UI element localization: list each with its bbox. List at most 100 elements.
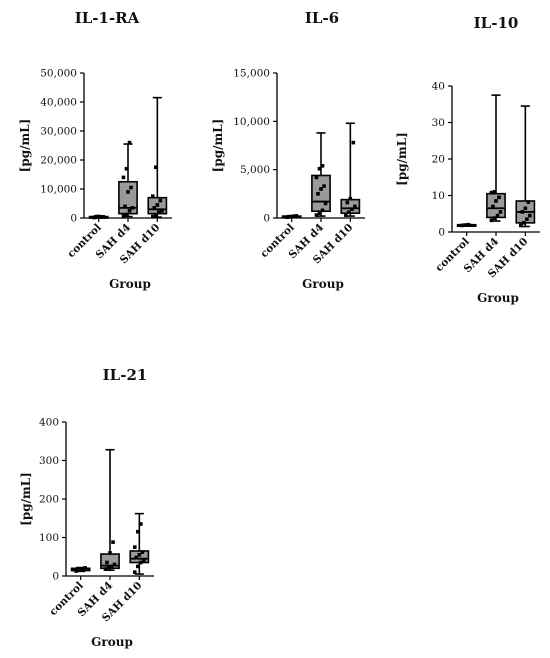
x-axis-label: Group	[109, 277, 151, 291]
x-axis-label: Group	[477, 291, 519, 305]
y-axis-label: [pg/mL]	[18, 119, 32, 173]
box-sah-d10	[129, 512, 150, 575]
data-point	[491, 204, 495, 209]
data-point	[93, 214, 98, 219]
chart-il-6: IL-605,00010,00015,000[pg/mL]controlSAH …	[211, 9, 365, 291]
data-point	[106, 565, 111, 570]
data-point	[285, 215, 289, 220]
y-tick-label: 40	[432, 81, 445, 93]
data-point	[518, 223, 523, 228]
data-point	[137, 553, 142, 557]
data-point	[314, 175, 319, 180]
x-axis-label: Group	[302, 277, 344, 291]
data-point	[121, 175, 126, 180]
data-point	[111, 540, 115, 544]
y-tick-label: 0	[52, 571, 59, 583]
data-point	[127, 208, 132, 213]
data-point	[323, 201, 328, 206]
y-tick-label: 0	[263, 213, 270, 225]
data-point	[160, 208, 164, 213]
y-axis-label: [pg/mL]	[395, 132, 409, 186]
data-point	[124, 212, 129, 217]
data-point	[466, 222, 470, 227]
data-point	[96, 214, 101, 219]
data-point	[134, 555, 139, 560]
y-axis-label: [pg/mL]	[211, 119, 225, 173]
box-control	[456, 222, 477, 228]
data-point	[495, 213, 500, 218]
data-point	[132, 545, 137, 549]
data-point	[348, 196, 353, 201]
data-point	[139, 522, 143, 526]
data-point	[136, 564, 140, 569]
y-tick-label: 30,000	[40, 126, 77, 138]
data-point	[140, 550, 145, 554]
y-tick-label: 15,000	[233, 68, 270, 80]
y-tick-label: 10	[432, 190, 445, 202]
data-point	[520, 210, 525, 214]
y-tick-label: 0	[438, 227, 445, 239]
data-point	[319, 187, 323, 191]
data-point	[317, 166, 322, 171]
data-point	[492, 190, 497, 194]
data-point	[101, 215, 106, 219]
data-point	[150, 194, 155, 199]
data-point	[522, 221, 526, 225]
box-sah-d10	[340, 122, 361, 217]
box-iqr	[311, 174, 331, 213]
data-point	[155, 203, 160, 207]
data-point	[77, 568, 81, 573]
data-point	[74, 569, 78, 573]
data-point	[351, 140, 356, 145]
data-point	[317, 211, 322, 215]
data-point	[489, 190, 494, 195]
data-point	[489, 218, 494, 223]
data-point	[154, 165, 158, 170]
box-sah-d4	[118, 140, 138, 218]
data-point	[322, 184, 326, 188]
y-tick-label: 50,000	[40, 68, 77, 80]
data-point	[345, 200, 350, 205]
data-point	[142, 558, 146, 563]
y-tick-label: 30	[432, 117, 445, 129]
data-point	[130, 206, 135, 210]
y-tick-label: 0	[70, 213, 77, 225]
data-point	[526, 200, 531, 204]
y-tick-label: 20	[432, 154, 445, 166]
chart-title: IL-1-RA	[75, 9, 140, 27]
data-point	[528, 213, 532, 218]
data-point	[124, 166, 129, 171]
y-tick-label: 5,000	[240, 164, 270, 176]
data-point	[132, 570, 137, 574]
y-tick-label: 10,000	[233, 116, 270, 128]
data-point	[127, 140, 132, 145]
data-point	[139, 560, 143, 565]
data-point	[492, 216, 497, 220]
y-axis-label: [pg/mL]	[19, 472, 33, 526]
data-point	[103, 567, 108, 571]
y-tick-label: 20,000	[40, 155, 77, 167]
data-point	[112, 562, 117, 567]
chart-title: IL-10	[474, 14, 519, 32]
data-point	[497, 195, 501, 200]
data-point	[123, 204, 127, 209]
data-point	[83, 566, 88, 570]
y-tick-label: 40,000	[40, 97, 77, 109]
data-point	[136, 529, 140, 534]
data-point	[294, 214, 299, 218]
box-sah-d10	[147, 96, 168, 219]
data-point	[343, 213, 348, 217]
y-tick-label: 100	[39, 532, 59, 544]
y-tick-label: 200	[39, 494, 59, 506]
box-control	[70, 566, 91, 573]
box-control	[281, 214, 302, 220]
data-point	[316, 192, 320, 196]
data-point	[80, 567, 84, 571]
x-axis-label: Group	[91, 635, 133, 649]
box-sah-d4	[311, 132, 331, 217]
data-point	[109, 564, 114, 569]
data-point	[154, 213, 158, 217]
data-point	[353, 204, 357, 209]
data-point	[157, 210, 161, 214]
